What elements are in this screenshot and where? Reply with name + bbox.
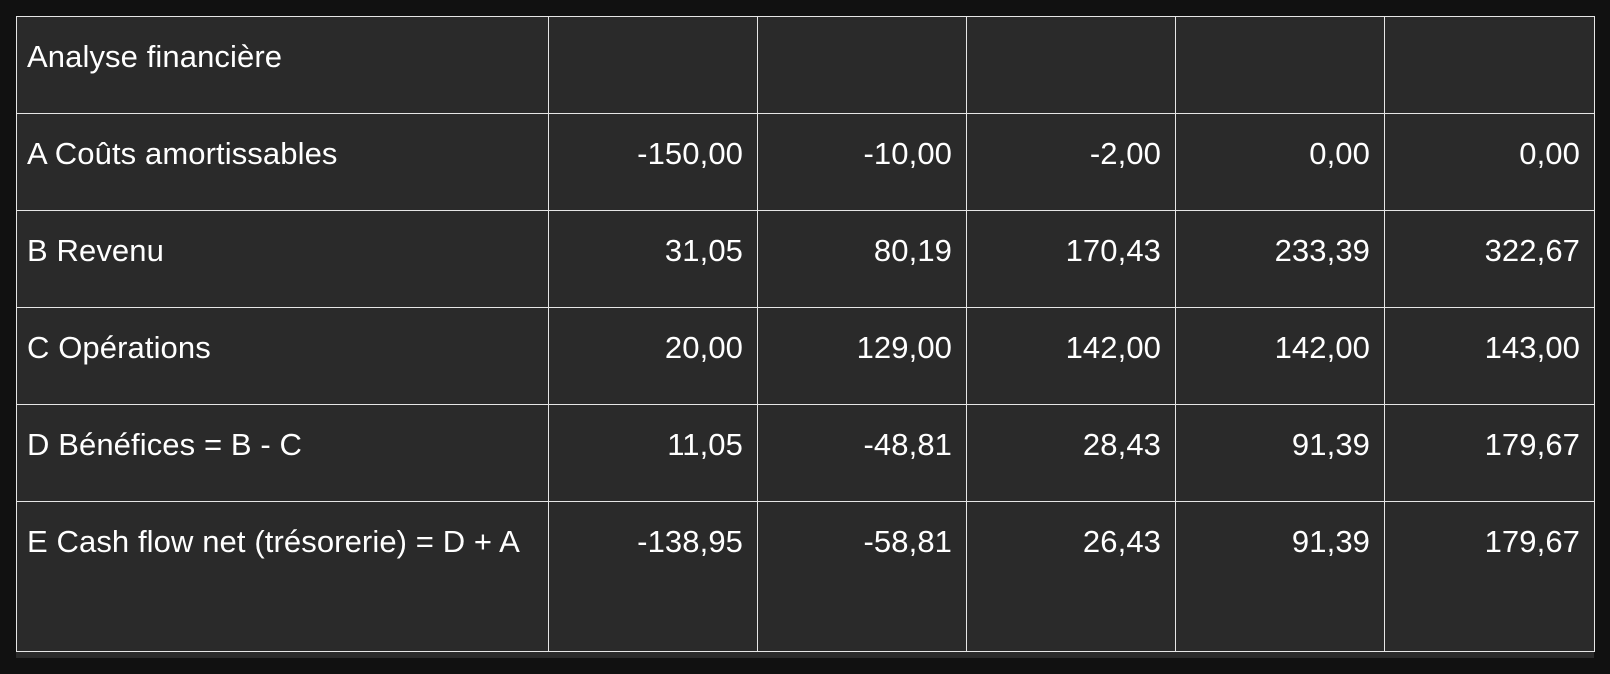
value-cell: -150,00 [548,113,758,211]
value-cell: 142,00 [966,307,1176,405]
row-label-cell: C Opérations [16,307,549,405]
value-cell: 91,39 [1175,501,1385,652]
header-empty-cell [757,16,967,114]
row-label: E Cash flow net (trésorerie) = D + A [27,524,520,559]
table-row: A Coûts amortissables -150,00 -10,00 -2,… [16,113,1595,211]
value-cell: 20,00 [548,307,758,405]
header-empty-cell [966,16,1176,114]
table-row: B Revenu 31,05 80,19 170,43 233,39 322,6… [16,210,1595,308]
header-empty-cell [1175,16,1385,114]
value-cell: 179,67 [1384,404,1595,502]
table-row: C Opérations 20,00 129,00 142,00 142,00 … [16,307,1595,405]
value-cell: 0,00 [1384,113,1595,211]
table-header-row: Analyse financière [16,16,1595,114]
value-cell: 80,19 [757,210,967,308]
table-title-cell: Analyse financière [16,16,549,114]
value-cell: 179,67 [1384,501,1595,652]
table-row: E Cash flow net (trésorerie) = D + A -13… [16,501,1595,652]
row-label: D Bénéfices = B - C [27,427,302,462]
row-label-cell: A Coûts amortissables [16,113,549,211]
value-cell: 91,39 [1175,404,1385,502]
value-cell: -10,00 [757,113,967,211]
value-cell: 31,05 [548,210,758,308]
value-cell: 28,43 [966,404,1176,502]
row-label-cell: D Bénéfices = B - C [16,404,549,502]
header-empty-cell [1384,16,1595,114]
table-row: D Bénéfices = B - C 11,05 -48,81 28,43 9… [16,404,1595,502]
table-title: Analyse financière [27,39,283,74]
value-cell: 170,43 [966,210,1176,308]
row-label: C Opérations [27,330,211,365]
value-cell: -2,00 [966,113,1176,211]
value-cell: 233,39 [1175,210,1385,308]
value-cell: -138,95 [548,501,758,652]
value-cell: 129,00 [757,307,967,405]
row-label-cell: E Cash flow net (trésorerie) = D + A [16,501,549,652]
value-cell: -48,81 [757,404,967,502]
financial-analysis-table-container: Analyse financière A Coûts amortissables… [16,16,1595,658]
value-cell: -58,81 [757,501,967,652]
value-cell: 0,00 [1175,113,1385,211]
value-cell: 11,05 [548,404,758,502]
row-label: B Revenu [27,233,164,268]
row-label: A Coûts amortissables [27,136,338,171]
value-cell: 26,43 [966,501,1176,652]
value-cell: 143,00 [1384,307,1595,405]
value-cell: 322,67 [1384,210,1595,308]
value-cell: 142,00 [1175,307,1385,405]
header-empty-cell [548,16,758,114]
financial-analysis-table: Analyse financière A Coûts amortissables… [16,16,1595,652]
row-label-cell: B Revenu [16,210,549,308]
